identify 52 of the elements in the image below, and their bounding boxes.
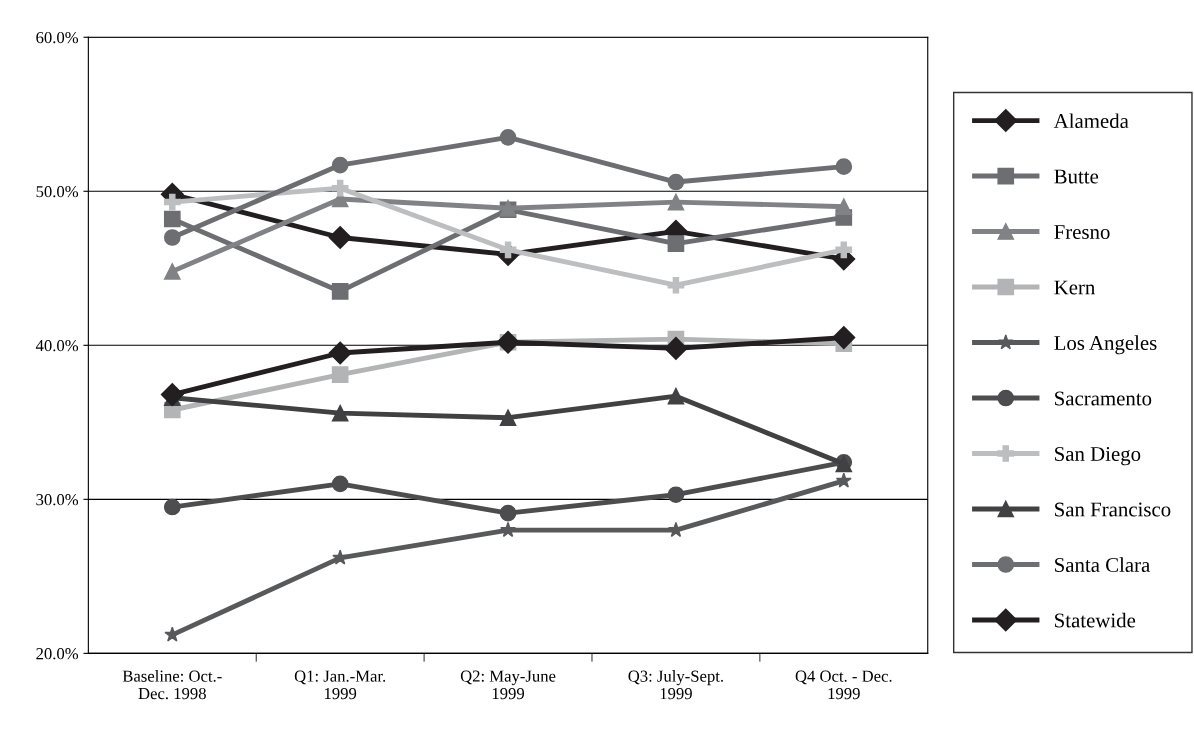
point bbox=[331, 366, 349, 383]
point bbox=[832, 326, 856, 350]
legend-label: Santa Clara bbox=[1055, 557, 1150, 573]
point bbox=[332, 549, 349, 565]
legend-label: Statewide bbox=[1055, 612, 1136, 628]
point bbox=[664, 336, 688, 360]
y-tick-label: 40.0% bbox=[35, 340, 79, 352]
point bbox=[163, 193, 181, 211]
point bbox=[835, 198, 853, 216]
point bbox=[500, 521, 517, 538]
point bbox=[667, 235, 685, 252]
point bbox=[667, 387, 685, 405]
point bbox=[667, 276, 685, 294]
legend-label: Sacramento bbox=[1055, 391, 1152, 406]
point bbox=[328, 225, 352, 249]
y-tick-label: 20.0% bbox=[36, 648, 79, 660]
x-tick-label: Q4 Oct. - Dec. 1999 bbox=[795, 670, 892, 700]
point bbox=[163, 229, 181, 246]
y-tick-label: 30.0% bbox=[36, 494, 79, 506]
point bbox=[835, 472, 852, 488]
x-tick-label: Q3: July-Sept. 1999 bbox=[628, 670, 723, 700]
point bbox=[163, 210, 181, 228]
point bbox=[499, 129, 517, 146]
point bbox=[499, 504, 517, 522]
point bbox=[163, 498, 181, 516]
legend-label: San Francisco bbox=[1055, 502, 1171, 517]
point bbox=[163, 263, 181, 280]
x-tick-label: Q2: May-June 1999 bbox=[460, 670, 556, 700]
x-tick-label: Q1: Jan.-Mar. 1999 bbox=[294, 670, 386, 700]
point bbox=[667, 193, 685, 211]
point bbox=[835, 241, 853, 259]
point bbox=[331, 475, 349, 493]
y-tick-label: 60.0% bbox=[36, 31, 79, 44]
point bbox=[835, 158, 853, 175]
point bbox=[667, 173, 685, 191]
x-tick-label: Baseline: Oct.- Dec. 1998 bbox=[122, 670, 222, 700]
y-tick-label: 50.0% bbox=[36, 185, 79, 198]
legend-label: Los Angeles bbox=[1054, 335, 1157, 355]
legend-label: San Diego bbox=[1055, 447, 1141, 466]
legend-label: Kern bbox=[1054, 280, 1096, 295]
legend-label: Alameda bbox=[1053, 113, 1129, 129]
point bbox=[499, 409, 517, 427]
point bbox=[667, 486, 685, 504]
point bbox=[331, 404, 349, 422]
point bbox=[164, 626, 181, 642]
point bbox=[328, 341, 352, 365]
point bbox=[160, 383, 184, 407]
legend-label: Butte bbox=[1054, 169, 1099, 184]
point bbox=[331, 156, 349, 174]
point bbox=[331, 283, 349, 300]
point bbox=[331, 179, 349, 197]
legend-label: Fresno bbox=[1054, 225, 1110, 240]
